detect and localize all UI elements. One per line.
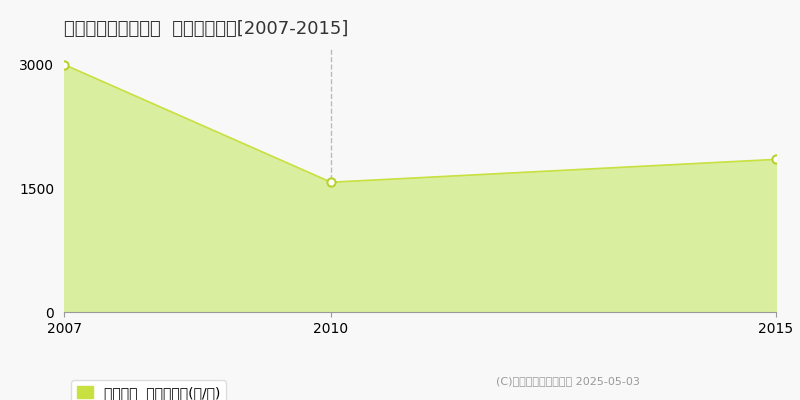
Legend: 農地価格  平均坪単価(円/坪): 農地価格 平均坪単価(円/坪): [71, 380, 226, 400]
Text: (C)土地価格ドットコム 2025-05-03: (C)土地価格ドットコム 2025-05-03: [496, 376, 640, 386]
Point: [58, 61, 70, 68]
Text: 最上郡最上町東法田  農地価格推移[2007-2015]: 最上郡最上町東法田 農地価格推移[2007-2015]: [64, 20, 348, 38]
Point: [770, 156, 782, 162]
Point: [325, 179, 338, 186]
